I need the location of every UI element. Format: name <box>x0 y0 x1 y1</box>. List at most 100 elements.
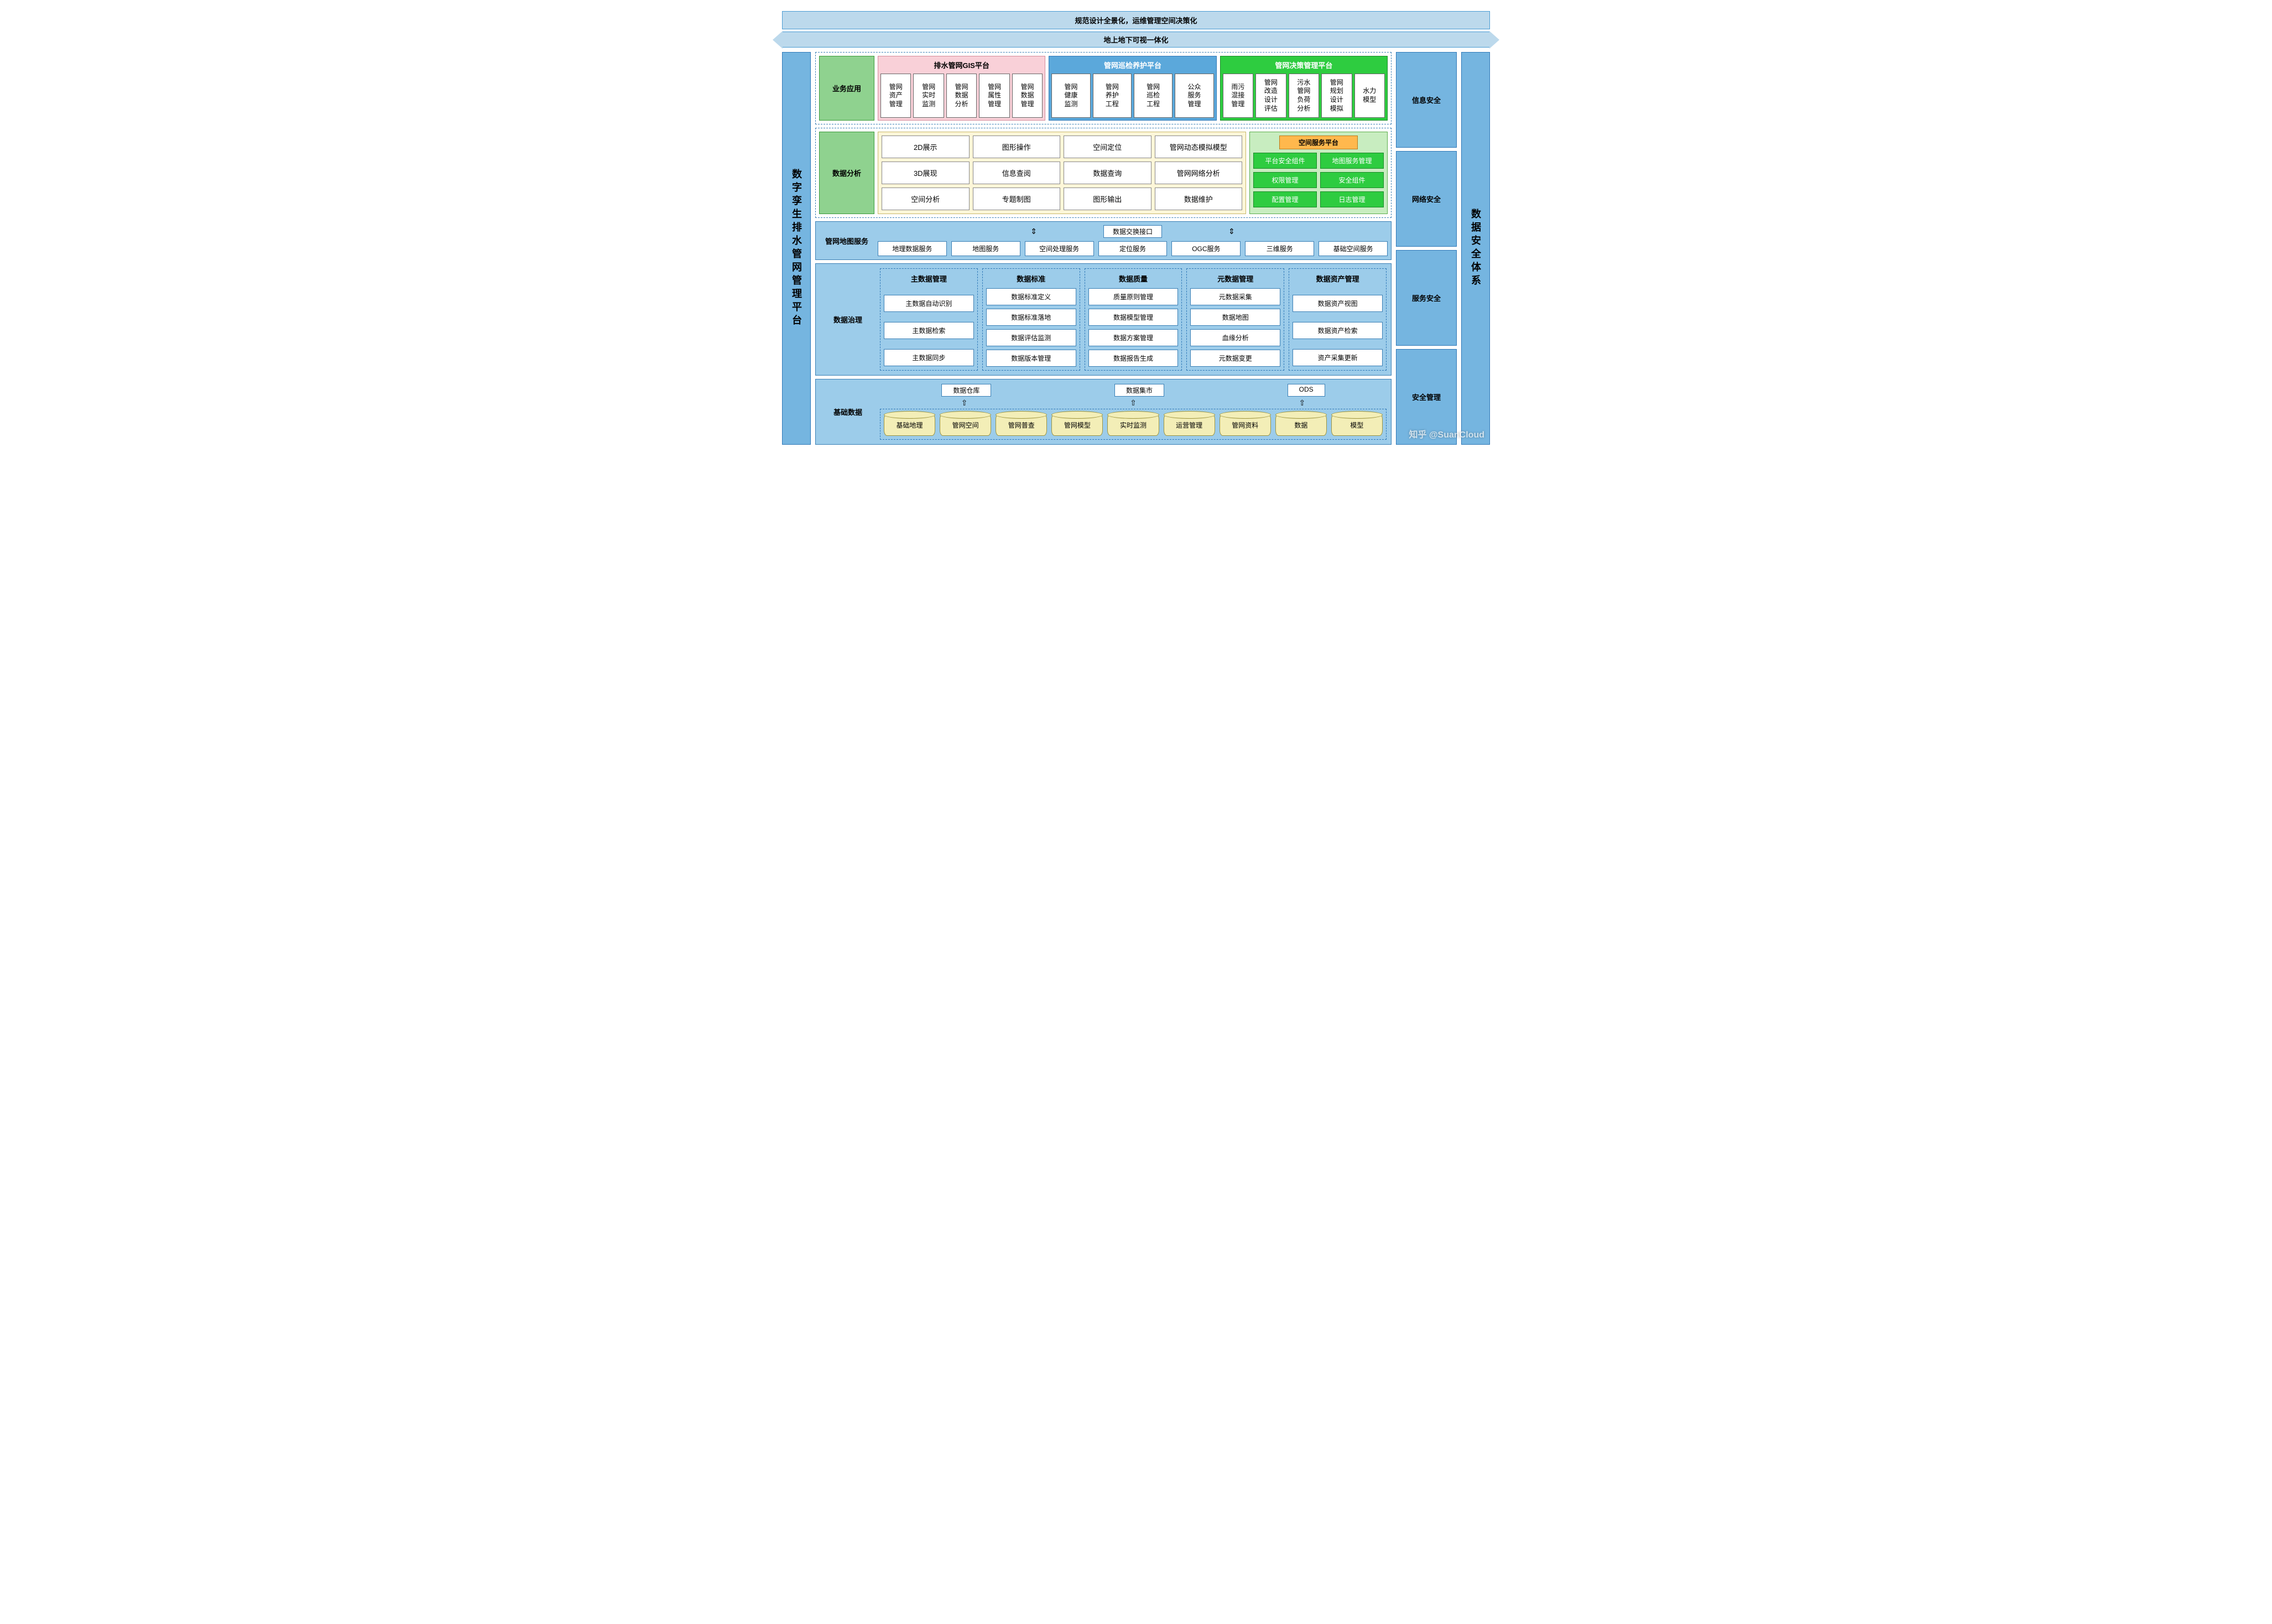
module-cell: 公众服务管理 <box>1175 74 1213 118</box>
governance-item: 元数据变更 <box>1190 350 1280 367</box>
security-panel: 服务安全 <box>1396 250 1457 346</box>
analysis-cell: 空间分析 <box>882 188 970 210</box>
module-cell: 管网属性管理 <box>979 74 1009 118</box>
row-map-service: 管网地图服务 ⇕ 数据交换接口 ⇕ 地理数据服务地图服务空间处理服务定位服务OG… <box>815 221 1392 260</box>
analysis-cell: 数据查询 <box>1064 162 1151 184</box>
right-pillar: 数据安全体系 <box>1461 52 1490 445</box>
governance-column: 数据质量质量原则管理数据模型管理数据方案管理数据报告生成 <box>1085 268 1182 371</box>
exchange-interface-label: 数据交换接口 <box>1103 225 1162 238</box>
map-service-cell: 空间处理服务 <box>1025 241 1094 256</box>
map-service-cell: 地理数据服务 <box>878 241 947 256</box>
governance-item: 主数据自动识别 <box>884 295 974 312</box>
data-cylinder: 基础地理 <box>884 414 935 436</box>
map-service-cell: 定位服务 <box>1098 241 1168 256</box>
security-panel: 网络安全 <box>1396 151 1457 247</box>
module-cell: 水力模型 <box>1354 74 1385 118</box>
data-cylinder: 数据 <box>1275 414 1327 436</box>
analysis-cell: 管网网络分析 <box>1155 162 1243 184</box>
analysis-cell: 2D展示 <box>882 136 970 158</box>
service-component: 日志管理 <box>1320 191 1384 207</box>
module-cell: 管网数据分析 <box>946 74 977 118</box>
governance-item: 数据版本管理 <box>986 350 1076 367</box>
module-cell: 管网健康监测 <box>1051 74 1090 118</box>
platform-title: 排水管网GIS平台 <box>880 59 1043 71</box>
governance-column: 元数据管理元数据采集数据地图血缘分析元数据变更 <box>1186 268 1284 371</box>
platform-title: 管网决策管理平台 <box>1223 59 1385 71</box>
integration-arrow-bar: 地上地下可视一体化 <box>782 32 1490 48</box>
top-banner: 规范设计全景化，运维管理空间决策化 <box>782 11 1490 29</box>
governance-item: 数据资产检索 <box>1293 322 1383 339</box>
warehouse-label: ODS <box>1288 384 1325 397</box>
service-component: 地图服务管理 <box>1320 153 1384 169</box>
module-cell: 污水管网负荷分析 <box>1289 74 1319 118</box>
data-cylinder: 管网模型 <box>1051 414 1103 436</box>
module-cell: 管网实时监测 <box>913 74 944 118</box>
data-cylinder: 管网普查 <box>996 414 1047 436</box>
row-label-analysis: 数据分析 <box>819 132 874 214</box>
analysis-cell: 3D展现 <box>882 162 970 184</box>
warehouse-label: 数据集市 <box>1114 384 1164 397</box>
governance-item: 数据标准落地 <box>986 309 1076 326</box>
governance-item: 数据模型管理 <box>1088 309 1179 326</box>
module-cell: 管网改造设计评估 <box>1255 74 1286 118</box>
data-cylinder: 模型 <box>1331 414 1383 436</box>
row-label-governance: 数据治理 <box>820 268 876 371</box>
row-data-analysis: 数据分析 2D展示图形操作空间定位管网动态模拟模型3D展现信息查阅数据查询管网网… <box>815 128 1392 218</box>
map-service-cell: 基础空间服务 <box>1319 241 1388 256</box>
governance-item: 主数据检索 <box>884 322 974 339</box>
analysis-grid: 2D展示图形操作空间定位管网动态模拟模型3D展现信息查阅数据查询管网网络分析空间… <box>878 132 1246 214</box>
governance-item: 数据报告生成 <box>1088 350 1179 367</box>
governance-column: 主数据管理主数据自动识别主数据检索主数据同步 <box>880 268 978 371</box>
analysis-cell: 空间定位 <box>1064 136 1151 158</box>
governance-item: 资产采集更新 <box>1293 349 1383 366</box>
data-cylinder: 实时监测 <box>1107 414 1159 436</box>
service-component: 安全组件 <box>1320 172 1384 188</box>
platform-title: 管网巡检养护平台 <box>1051 59 1213 71</box>
map-service-cell: 地图服务 <box>951 241 1020 256</box>
data-cylinder: 管网空间 <box>940 414 991 436</box>
left-pillar: 数字孪生排水管网管理平台 <box>782 52 811 445</box>
service-platform-panel: 空间服务平台 平台安全组件地图服务管理权限管理安全组件配置管理日志管理 <box>1249 132 1388 214</box>
analysis-cell: 图形输出 <box>1064 188 1151 210</box>
row-base-data: 基础数据 数据仓库数据集市ODS ⇧⇧⇧ 基础地理管网空间管网普查管网模型实时监… <box>815 379 1392 445</box>
governance-item: 数据评估监测 <box>986 329 1076 346</box>
security-panel: 安全管理 <box>1396 349 1457 445</box>
analysis-cell: 数据维护 <box>1155 188 1243 210</box>
governance-item: 数据方案管理 <box>1088 329 1179 346</box>
security-panel: 信息安全 <box>1396 52 1457 148</box>
governance-item: 血缘分析 <box>1190 329 1280 346</box>
row-label-map-service: 管网地图服务 <box>819 225 874 256</box>
analysis-cell: 管网动态模拟模型 <box>1155 136 1243 158</box>
governance-item: 数据标准定义 <box>986 288 1076 305</box>
module-cell: 管网规划设计模拟 <box>1321 74 1352 118</box>
service-component: 平台安全组件 <box>1253 153 1317 169</box>
governance-column: 数据资产管理数据资产视图数据资产检索资产采集更新 <box>1289 268 1387 371</box>
data-cylinder: 管网资料 <box>1220 414 1271 436</box>
governance-column-title: 主数据管理 <box>884 272 974 285</box>
map-service-cell: 三维服务 <box>1245 241 1314 256</box>
row-business-app: 业务应用 排水管网GIS平台管网资产管理管网实时监测管网数据分析管网属性管理 管网… <box>815 52 1392 124</box>
exchange-arrows-left: ⇕ <box>1030 227 1037 236</box>
governance-item: 质量原则管理 <box>1088 288 1179 305</box>
governance-item: 数据地图 <box>1190 309 1280 326</box>
module-cell: 雨污混接管理 <box>1223 74 1253 118</box>
exchange-arrows-right: ⇕ <box>1228 227 1235 236</box>
governance-item: 主数据同步 <box>884 349 974 366</box>
governance-column-title: 数据资产管理 <box>1293 272 1383 285</box>
module-cell: 管网巡检工程 <box>1134 74 1173 118</box>
governance-column-title: 数据质量 <box>1088 272 1179 285</box>
analysis-cell: 专题制图 <box>973 188 1061 210</box>
analysis-cell: 图形操作 <box>973 136 1061 158</box>
governance-column: 数据标准数据标准定义数据标准落地数据评估监测数据版本管理 <box>982 268 1080 371</box>
governance-column-title: 元数据管理 <box>1190 272 1280 285</box>
governance-item: 元数据采集 <box>1190 288 1280 305</box>
module-cell: 管网资产管理 <box>880 74 911 118</box>
row-label-business: 业务应用 <box>819 56 874 121</box>
platform-green: 管网决策管理平台雨污混接管理管网改造设计评估污水管网负荷分析管网规划设计模拟水力… <box>1220 56 1388 121</box>
governance-item: 数据资产视图 <box>1293 295 1383 312</box>
data-cylinder: 运营管理 <box>1164 414 1215 436</box>
service-platform-title: 空间服务平台 <box>1279 136 1358 149</box>
module-cell: 管网养护工程 <box>1093 74 1132 118</box>
row-label-base-data: 基础数据 <box>820 384 876 440</box>
service-component: 配置管理 <box>1253 191 1317 207</box>
